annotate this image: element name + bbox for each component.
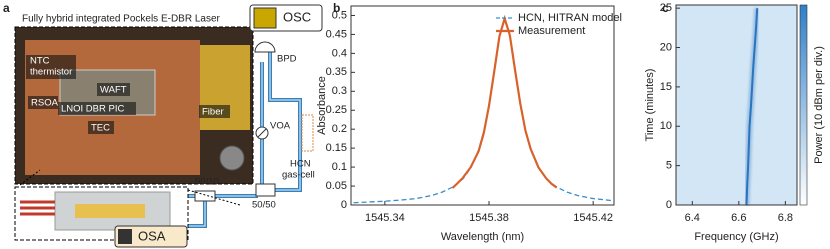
setup-label: HCN: [290, 159, 311, 170]
y-axis-label: Time (minutes): [644, 69, 656, 142]
callout: [187, 189, 241, 206]
setup-label: VOA: [270, 121, 291, 132]
diagram-title: Fully hybrid integrated Pockels E-DBR La…: [22, 14, 221, 25]
label-bg: [88, 121, 114, 134]
panel-label: c: [662, 1, 669, 15]
osa-box: [114, 225, 188, 248]
y-tick-label: 0.4: [332, 47, 347, 59]
osa-screen: [118, 229, 132, 244]
y-tick-label: 0: [341, 199, 347, 211]
y-tick-label: 0: [666, 199, 672, 211]
setup-label: gas-cell: [282, 170, 315, 181]
y-tick-label: 0.35: [326, 66, 347, 78]
plot-frame: [350, 5, 615, 206]
x-tick-label: 6.6: [731, 212, 746, 224]
x-axis-label: Wavelength (nm): [441, 231, 524, 243]
voa-mark: [257, 128, 267, 138]
y-tick-label: 10: [660, 120, 672, 132]
data-line: [451, 14, 558, 189]
data-line: [353, 17, 614, 204]
setup-label: OSC: [283, 9, 311, 24]
y-tick-label: 25: [660, 2, 672, 14]
label-bg: [199, 105, 230, 118]
y-axis-label: Absorbance: [316, 76, 328, 135]
y-tick-label: 5: [666, 160, 672, 172]
label-bg: [26, 55, 76, 79]
x-tick-label: 1545.38: [469, 212, 509, 224]
y-tick-label: 0.3: [332, 85, 347, 97]
photo-label: RSOA: [31, 98, 59, 109]
x-tick-label: 6.8: [778, 212, 793, 224]
heatmap-background: [676, 5, 797, 205]
photo-label: WAFT: [100, 85, 127, 96]
plot-frame: [675, 4, 798, 206]
photo-label: thermistor: [30, 67, 72, 78]
fiber-core: [187, 62, 263, 227]
bpd: [254, 41, 276, 53]
x-tick-label: 1545.34: [365, 212, 405, 224]
colorbar: [799, 4, 808, 206]
panel-label: a: [3, 1, 10, 15]
label-bg: [97, 83, 130, 96]
callout: [19, 169, 41, 186]
gas-cell: [301, 114, 314, 152]
ridge: [745, 8, 759, 206]
x-tick-label: 1545.42: [573, 212, 613, 224]
setup-label: 90/10: [195, 177, 219, 188]
y-tick-label: 0.1: [332, 161, 347, 173]
x-axis-label: Frequency (GHz): [694, 231, 778, 243]
y-tick-label: 0.45: [326, 28, 347, 40]
inset-grating: [75, 204, 145, 218]
y-tick-label: 0.25: [326, 104, 347, 116]
photo-label: LNOI DBR PIC: [61, 104, 124, 115]
panel-a: a Fully hybrid integrated Pockels E-DBR …: [3, 1, 323, 248]
setup-label: OSA: [138, 228, 166, 243]
y-tick-label: 0.2: [332, 123, 347, 135]
screw: [219, 145, 245, 171]
photo-labels: NTC thermistor RSOA WAFT LNOI DBR PIC TE…: [26, 55, 230, 134]
coupler: [194, 190, 216, 202]
legend-label: Measurement: [518, 25, 585, 37]
photo-label: TEC: [91, 123, 110, 134]
y-tick-label: 0.5: [332, 9, 347, 21]
colorbar-label: Power (10 dBm per div.): [813, 46, 825, 164]
label-bg: [28, 96, 58, 109]
label-bg: [58, 102, 136, 115]
x-tick-label: 6.4: [685, 212, 700, 224]
inset-wires: [20, 200, 55, 216]
legend-label: HCN, HITRAN model: [518, 12, 622, 24]
y-tick-label: 15: [660, 81, 672, 93]
y-tick-label: 0.15: [326, 142, 347, 154]
setup-label: 50/50: [252, 200, 276, 211]
photo-label: Fiber: [202, 107, 224, 118]
osc-screen: [253, 7, 277, 29]
coupler: [255, 183, 276, 197]
y-tick-label: 20: [660, 41, 672, 53]
y-tick-label: 0.05: [326, 180, 347, 192]
panel-label: b: [333, 1, 340, 15]
photo-label: NTC: [30, 56, 50, 67]
setup-label: BPD: [277, 54, 297, 65]
